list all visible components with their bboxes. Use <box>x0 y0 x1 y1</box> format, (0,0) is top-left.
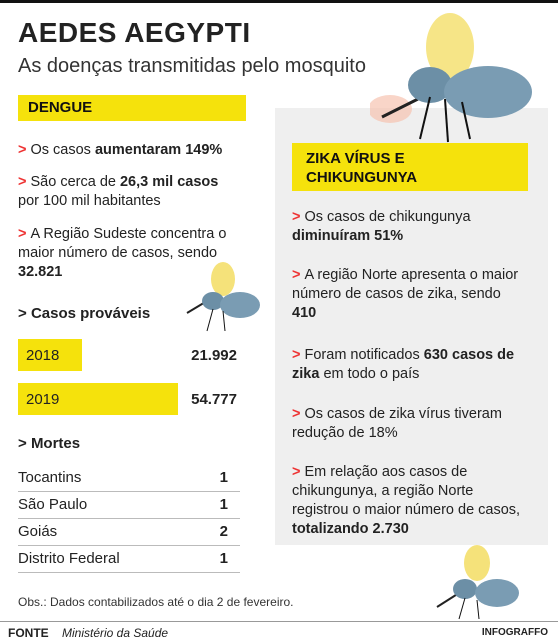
case-value: 54.777 <box>191 391 237 408</box>
death-row: Distrito Federal 1 <box>18 546 240 573</box>
mosquito-illustration <box>370 13 532 143</box>
death-row: São Paulo 1 <box>18 492 240 519</box>
death-count: 1 <box>219 496 228 513</box>
brand: INFOGRAFFO <box>481 627 548 638</box>
death-count: 1 <box>219 469 228 486</box>
dengue-heading: DENGUE <box>18 95 246 121</box>
source-label: FONTE <box>8 626 49 640</box>
text: A Região Sudeste concentra o maior númer… <box>18 226 227 261</box>
list-item: Foram notificados 630 casos de zika em t… <box>292 346 528 384</box>
text: São cerca de <box>30 174 120 190</box>
list-item: Os casos aumentaram 149% <box>18 141 240 160</box>
bold-text: 32.821 <box>18 264 63 280</box>
bold-text: aumentaram 149% <box>94 142 223 158</box>
probable-heading: Casos prováveis <box>18 305 150 322</box>
state: Distrito Federal <box>18 550 120 567</box>
death-row: Goiás 2 <box>18 519 240 546</box>
bold-text: totalizando 2.730 <box>292 521 409 537</box>
text: Os casos de chikungunya <box>304 209 471 225</box>
footer: FONTE Ministério da Saúde INFOGRAFFO <box>0 621 558 640</box>
text: por 100 mil habitantes <box>18 193 161 209</box>
death-row: Tocantins 1 <box>18 465 240 492</box>
text: em todo o país <box>319 366 420 382</box>
text: Foram notificados <box>304 347 424 363</box>
bold-text: 410 <box>292 305 317 321</box>
text: Em relação aos casos de chikungunya, a r… <box>292 464 521 518</box>
bar <box>18 339 83 371</box>
mosquito-illustration <box>436 545 519 620</box>
title: AEDES AEGYPTI <box>18 17 251 48</box>
subtitle: As doenças transmitidas pelo mosquito <box>18 55 366 77</box>
year-label: 2018 <box>26 347 60 364</box>
list-item: São cerca de 26,3 mil casos por 100 mil … <box>18 173 240 211</box>
bold-text: 26,3 mil casos <box>119 174 219 190</box>
list-item: A região Norte apresenta o maior número … <box>292 266 528 323</box>
list-item: Os casos de zika vírus tiveram redução d… <box>292 405 528 443</box>
list-item: Em relação aos casos de chikungunya, a r… <box>292 463 528 539</box>
state: Tocantins <box>18 469 82 486</box>
bar <box>18 383 178 415</box>
text: Os casos <box>30 142 95 158</box>
bold-text: 630 casos de zika <box>292 347 515 382</box>
state: São Paulo <box>18 496 88 513</box>
text: Os casos de zika vírus tiveram redução d… <box>292 406 502 441</box>
list-item: Os casos de chikungunya diminuíram 51% <box>292 208 528 246</box>
zika-heading: ZIKA VÍRUS E CHIKUNGUNYA <box>292 143 528 191</box>
note: Obs.: Dados contabilizados até o dia 2 d… <box>18 595 294 609</box>
death-count: 2 <box>219 523 228 540</box>
year-label: 2019 <box>26 391 60 408</box>
case-value: 21.992 <box>191 347 237 364</box>
death-count: 1 <box>219 550 228 567</box>
bold-text: diminuíram 51% <box>292 228 404 244</box>
source: Ministério da Saúde <box>62 626 169 640</box>
list-item: A Região Sudeste concentra o maior númer… <box>18 225 240 282</box>
text: A região Norte apresenta o maior número … <box>292 267 519 302</box>
state: Goiás <box>18 523 58 540</box>
deaths-heading: Mortes <box>18 435 80 452</box>
